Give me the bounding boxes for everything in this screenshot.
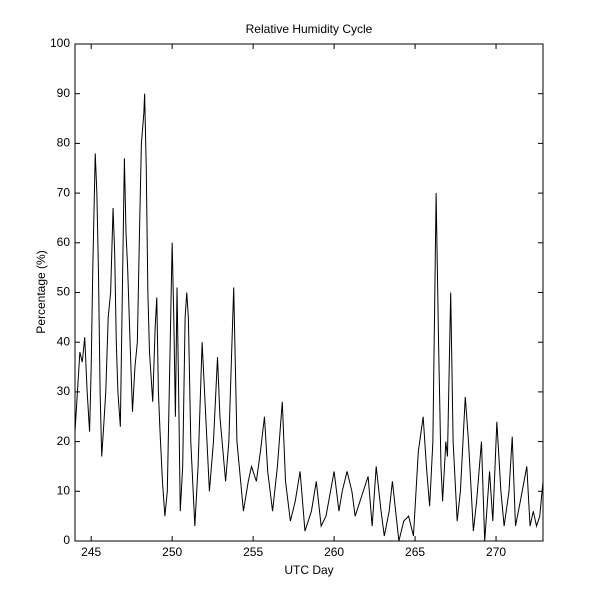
x-tick-label: 260 xyxy=(324,545,344,559)
x-tick-label: 250 xyxy=(162,545,182,559)
x-tick-label: 245 xyxy=(81,545,101,559)
chart-title: Relative Humidity Cycle xyxy=(246,22,373,36)
x-axis-label: UTC Day xyxy=(284,563,333,577)
y-tick-label: 80 xyxy=(57,136,71,150)
x-tick-label: 270 xyxy=(486,545,506,559)
y-tick-label: 20 xyxy=(57,434,71,448)
x-tick-label: 255 xyxy=(243,545,263,559)
x-tick-label: 265 xyxy=(405,545,425,559)
y-tick-label: 30 xyxy=(57,384,71,398)
y-axis-label: Percentage (%) xyxy=(34,250,48,333)
plot-frame xyxy=(74,43,544,542)
data-line xyxy=(74,93,544,542)
y-tick-label: 70 xyxy=(57,185,71,199)
y-tick-label: 0 xyxy=(63,533,70,547)
y-tick-label: 40 xyxy=(57,334,71,348)
y-tick-label: 10 xyxy=(57,483,71,497)
y-tick-label: 50 xyxy=(57,285,71,299)
y-tick-label: 100 xyxy=(50,36,70,50)
y-tick-label: 90 xyxy=(57,86,71,100)
y-tick-label: 60 xyxy=(57,235,71,249)
